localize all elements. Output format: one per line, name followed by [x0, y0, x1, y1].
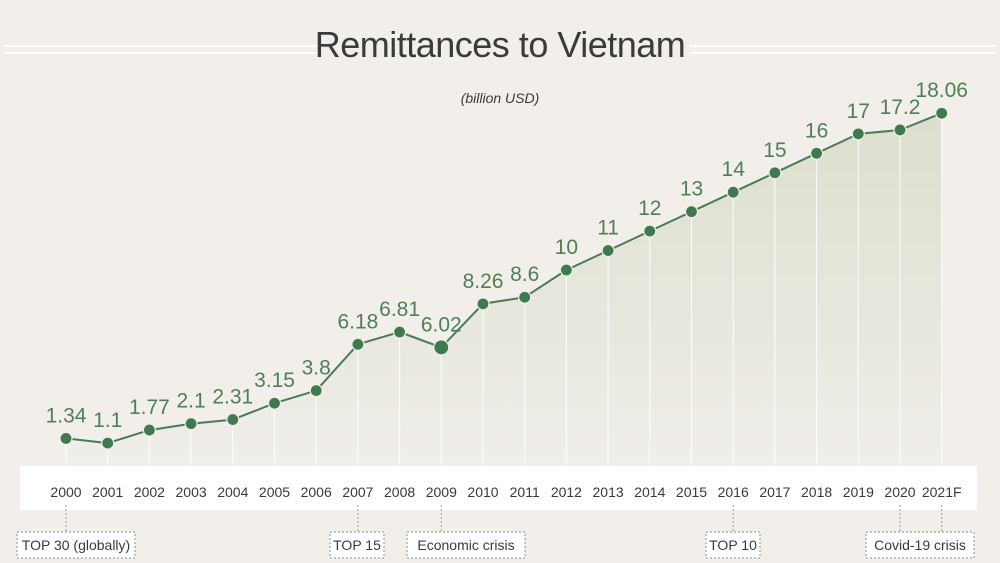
x-tick-2009: 2009 — [426, 484, 457, 500]
data-point-2002 — [142, 423, 156, 437]
annotation-box-2007 — [329, 531, 385, 559]
annotation-label-2016: TOP 10 — [709, 537, 757, 553]
data-label-2015: 13 — [680, 178, 703, 201]
title-rule-bottom-right — [690, 52, 996, 54]
data-label-2014: 12 — [638, 197, 661, 220]
data-point-2015 — [684, 205, 699, 219]
data-label-2021F: 18.06 — [915, 79, 968, 102]
data-label-2020: 17.2 — [880, 96, 921, 119]
data-point-2011 — [518, 290, 532, 304]
data-point-2016 — [726, 185, 740, 199]
data-point-2001 — [101, 436, 115, 450]
x-tick-2011: 2011 — [510, 484, 540, 500]
data-point-2003 — [184, 417, 198, 431]
title-rule-top — [4, 45, 320, 47]
data-label-2006: 3.8 — [302, 357, 331, 380]
annotation-box-2020 — [865, 531, 975, 559]
data-point-2004 — [226, 412, 240, 427]
x-tick-2003: 2003 — [176, 484, 207, 500]
data-label-2001: 1.1 — [93, 409, 122, 432]
data-label-2007: 6.18 — [337, 310, 378, 333]
annotation-box-2009 — [406, 531, 526, 559]
x-tick-2007: 2007 — [342, 484, 373, 500]
data-point-2000 — [59, 431, 73, 446]
data-label-2005: 3.15 — [254, 369, 295, 392]
data-point-2020 — [893, 123, 907, 137]
data-label-2009: 6.02 — [421, 313, 462, 336]
data-label-2012: 10 — [555, 236, 578, 259]
title-rule-top-right — [690, 45, 996, 47]
x-tick-2001: 2001 — [92, 484, 123, 500]
x-tick-2019: 2019 — [843, 484, 874, 500]
data-point-2012 — [559, 263, 574, 277]
x-tick-2014: 2014 — [634, 484, 665, 500]
chart-title: Remittances to Vietnam — [314, 24, 686, 65]
data-point-2018 — [809, 146, 824, 160]
x-tick-2012: 2012 — [551, 484, 582, 500]
annotation-label-2000: TOP 30 (globally) — [22, 537, 130, 553]
annotation-label-2007: TOP 15 — [333, 537, 381, 553]
x-tick-2020: 2020 — [884, 484, 915, 500]
data-label-2008: 6.81 — [379, 298, 420, 321]
x-tick-2008: 2008 — [384, 484, 415, 500]
data-label-2011: 8.6 — [510, 263, 539, 286]
x-tick-2015: 2015 — [676, 484, 707, 500]
data-point-2019 — [851, 127, 865, 141]
x-tick-2016: 2016 — [718, 484, 749, 500]
x-tick-2018: 2018 — [801, 484, 832, 500]
annotation-box-2000 — [16, 531, 136, 559]
data-point-2013 — [601, 243, 615, 258]
x-tick-2002: 2002 — [134, 484, 165, 500]
annotation-label-2020: Covid-19 crisis — [874, 537, 966, 553]
data-label-2013: 11 — [597, 217, 619, 240]
x-tick-2005: 2005 — [259, 484, 290, 500]
x-axis-band — [20, 466, 977, 510]
data-label-2018: 16 — [805, 119, 828, 142]
data-label-2010: 8.26 — [463, 270, 504, 293]
x-tick-2004: 2004 — [217, 484, 248, 500]
x-tick-2021F: 2021F — [922, 484, 962, 500]
x-tick-2006: 2006 — [301, 484, 332, 500]
data-label-2004: 2.31 — [212, 386, 253, 409]
annotation-label-2009: Economic crisis — [417, 537, 514, 553]
data-point-2007 — [351, 337, 365, 351]
x-tick-2010: 2010 — [467, 484, 498, 500]
data-point-2017 — [768, 166, 782, 180]
data-label-2016: 14 — [722, 158, 746, 181]
data-point-2010 — [476, 297, 490, 311]
title-rule-bottom — [4, 52, 320, 54]
x-tick-2013: 2013 — [593, 484, 624, 500]
data-point-2005 — [267, 396, 282, 410]
data-label-2002: 1.77 — [129, 396, 170, 419]
data-point-2008 — [393, 325, 407, 339]
data-point-2009 — [433, 339, 450, 356]
data-label-2019: 17 — [847, 100, 870, 123]
chart-subtitle: (billion USD) — [460, 90, 540, 106]
data-label-2003: 2.1 — [176, 390, 205, 413]
data-point-2021F — [935, 106, 949, 120]
series-line — [65, 112, 943, 445]
x-tick-2000: 2000 — [50, 484, 81, 500]
data-point-2006 — [309, 383, 323, 398]
data-point-2014 — [643, 224, 657, 238]
annotation-box-2016 — [705, 531, 761, 559]
area-fill — [66, 113, 942, 465]
data-label-2017: 15 — [763, 139, 786, 162]
data-label-2000: 1.34 — [46, 404, 87, 427]
x-tick-2017: 2017 — [759, 484, 790, 500]
